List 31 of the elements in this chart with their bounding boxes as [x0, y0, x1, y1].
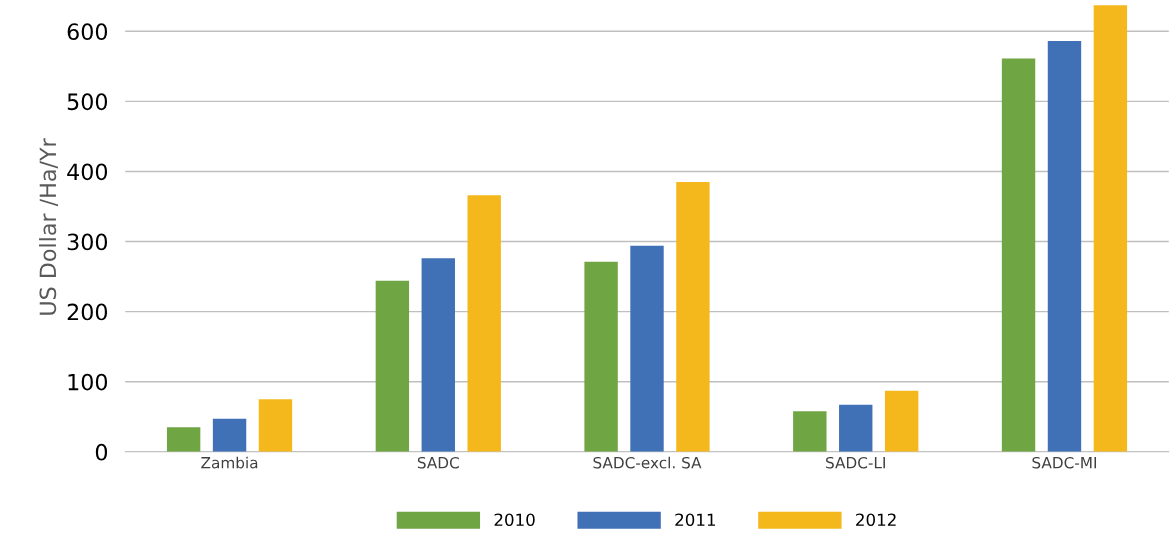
y-axis-title: US Dollar /Ha/Yr: [39, 138, 58, 315]
x-tick-label: SADC-MI: [1032, 456, 1096, 469]
bar: [1001, 58, 1036, 452]
y-tick-label: 0: [95, 443, 108, 461]
legend-label: 2010: [494, 513, 535, 527]
bar: [630, 245, 664, 452]
y-tick-label: 200: [67, 303, 108, 321]
legend-label: 2012: [856, 513, 896, 527]
bar: [375, 280, 410, 452]
bar: [212, 418, 247, 452]
y-tick-label: 100: [68, 373, 108, 391]
y-tick-label: 400: [67, 163, 108, 181]
bar: [1093, 5, 1128, 452]
bar: [884, 390, 919, 452]
x-tick-label: Zambia: [201, 456, 258, 469]
bar: [676, 181, 710, 452]
y-tick-label: 500: [67, 93, 108, 111]
bar: [1047, 41, 1082, 452]
bar: [467, 195, 501, 452]
y-tick-label: 600: [67, 23, 108, 41]
bar: [166, 427, 201, 452]
bar: [793, 411, 827, 452]
y-tick-label: 300: [67, 233, 108, 251]
bar: [258, 399, 293, 452]
legend-label: 2011: [675, 513, 716, 527]
bar: [584, 261, 618, 452]
x-tick-label: SADC-LI: [826, 456, 885, 469]
bar: [421, 258, 455, 452]
x-tick-label: SADC: [417, 456, 459, 469]
x-tick-label: SADC-excl. SA: [593, 456, 702, 469]
bar: [839, 404, 873, 452]
